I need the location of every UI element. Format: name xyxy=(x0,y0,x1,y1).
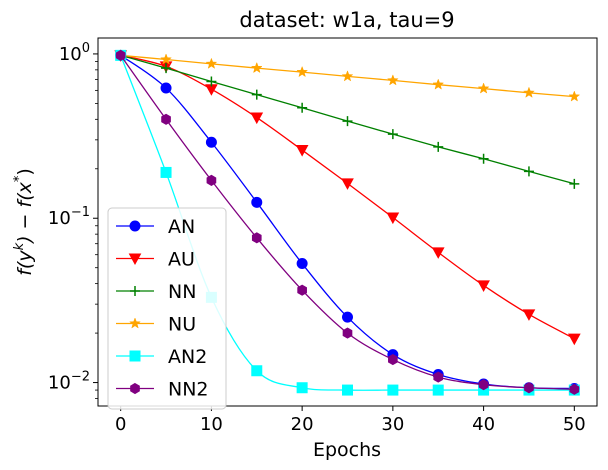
legend-label: NU xyxy=(168,314,196,336)
legend-item-nn2: NN2 xyxy=(116,379,209,401)
legend-label: AN2 xyxy=(168,346,207,368)
data-point-nn2-35 xyxy=(433,371,444,383)
data-point-nn-30 xyxy=(387,129,398,140)
data-point-an2-35 xyxy=(432,384,444,396)
y-label-sup-k: k xyxy=(12,242,27,250)
data-point-au-40 xyxy=(477,280,490,292)
y-tick-label: 100 xyxy=(59,41,90,65)
data-point-nn2-0 xyxy=(115,49,126,61)
data-point-nn-5 xyxy=(161,63,172,74)
data-point-nn2-40 xyxy=(478,379,489,391)
data-point-nn-50 xyxy=(569,178,580,189)
x-tick-label: 30 xyxy=(381,414,404,435)
data-point-au-15 xyxy=(250,112,264,125)
data-point-nn-25 xyxy=(342,116,353,127)
data-point-au-45 xyxy=(522,309,536,321)
data-point-au-50 xyxy=(567,333,581,346)
legend-marker xyxy=(129,317,141,329)
x-tick-label: 20 xyxy=(291,414,314,435)
y-label-part-1: f(y xyxy=(14,250,36,276)
data-point-nn2-15 xyxy=(251,232,262,244)
y-axis-label: f(yk) − f(x*) xyxy=(12,168,36,276)
plot-frame xyxy=(97,37,598,407)
legend-label: NN xyxy=(168,281,196,303)
y-tick-base: 10 xyxy=(48,373,71,394)
data-point-au-20 xyxy=(295,145,309,157)
y-label-sup-star: * xyxy=(12,175,27,182)
data-point-nn-45 xyxy=(523,166,534,177)
y-label-part-2: ) − f(x xyxy=(14,181,36,245)
data-point-an-15 xyxy=(251,196,263,208)
x-tick-label: 10 xyxy=(200,414,223,435)
data-point-an2-30 xyxy=(387,384,399,396)
x-axis-label: Epochs xyxy=(313,439,381,461)
y-tick-label: 10−2 xyxy=(48,370,90,394)
data-point-nn2-25 xyxy=(342,327,353,339)
series-nn2 xyxy=(115,49,580,395)
data-point-nn2-20 xyxy=(297,284,307,296)
data-point-au-30 xyxy=(386,212,400,225)
data-point-nu-5 xyxy=(160,53,172,65)
legend-label: AN xyxy=(168,216,195,238)
legend-item-nn: NN xyxy=(116,281,196,303)
data-point-an-10 xyxy=(205,136,217,148)
data-point-nu-30 xyxy=(386,74,399,86)
legend-item-an: AN xyxy=(116,216,195,238)
legend-marker xyxy=(130,286,140,296)
legend-marker xyxy=(129,220,141,232)
data-point-nu-20 xyxy=(296,65,309,78)
x-tick-label: 50 xyxy=(563,414,586,435)
data-point-nu-10 xyxy=(205,57,218,69)
data-point-an2-20 xyxy=(296,382,308,394)
y-tick-base: 10 xyxy=(48,208,71,229)
legend-item-an2: AN2 xyxy=(116,346,207,368)
y-tick-label: 10−1 xyxy=(48,205,90,229)
data-point-nn-20 xyxy=(297,102,308,113)
data-point-nn-10 xyxy=(206,76,217,87)
y-tick-base: 10 xyxy=(59,44,82,65)
legend-marker xyxy=(130,382,140,395)
series-line-nn2 xyxy=(120,54,575,390)
legend-label: AU xyxy=(168,249,195,271)
y-label-part-3: ) xyxy=(14,168,36,175)
data-point-nn-40 xyxy=(478,153,489,164)
data-point-nu-40 xyxy=(477,82,490,94)
data-point-nn-15 xyxy=(251,89,262,100)
y-tick-exponent: −2 xyxy=(71,370,90,385)
legend-item-nu: NU xyxy=(116,314,196,336)
legend-label: NN2 xyxy=(168,379,209,401)
x-tick-label: 40 xyxy=(472,414,495,435)
data-point-nn2-45 xyxy=(524,382,534,394)
data-point-nn2-30 xyxy=(388,353,398,366)
data-point-an-25 xyxy=(342,311,353,323)
data-point-an-5 xyxy=(160,82,172,94)
data-point-an2-5 xyxy=(160,166,172,178)
chart-title: dataset: w1a, tau=9 xyxy=(239,8,454,32)
data-point-an2-25 xyxy=(342,384,353,396)
data-point-au-35 xyxy=(431,247,445,259)
data-point-nu-15 xyxy=(250,61,263,74)
y-tick-exponent: −1 xyxy=(71,205,90,220)
data-point-an2-15 xyxy=(251,365,263,377)
data-point-nu-50 xyxy=(568,90,581,102)
legend: AN AU NN NU AN2 NN2 xyxy=(107,207,227,410)
data-point-an-20 xyxy=(296,258,308,270)
legend-marker xyxy=(128,253,142,266)
data-point-nu-35 xyxy=(432,78,445,90)
data-point-nu-25 xyxy=(341,70,354,82)
y-tick-exponent: 0 xyxy=(82,41,90,56)
legend-item-au: AU xyxy=(116,249,195,271)
data-point-nn2-50 xyxy=(569,383,580,395)
data-point-nn2-5 xyxy=(161,113,171,125)
data-point-nn-35 xyxy=(433,141,444,152)
data-point-au-25 xyxy=(341,178,354,190)
data-point-nn2-10 xyxy=(206,174,217,186)
x-tick-label: 0 xyxy=(115,414,126,435)
legend-marker xyxy=(129,350,141,362)
data-point-nu-45 xyxy=(523,86,535,98)
